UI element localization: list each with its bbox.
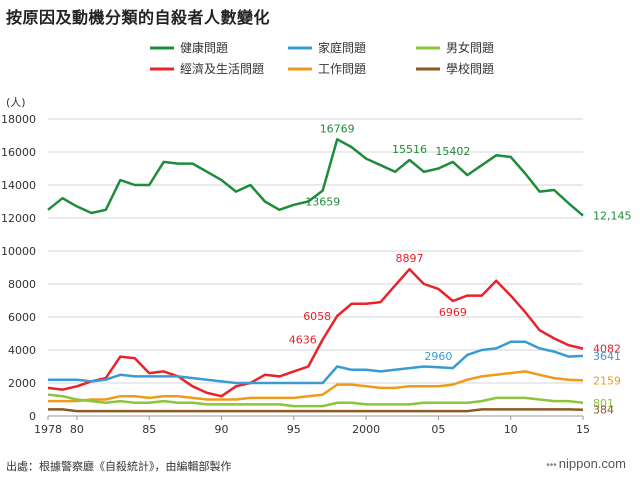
brand-dots-icon: ••• <box>546 460 557 471</box>
legend-label: 家庭問題 <box>318 40 366 55</box>
legend-label: 經濟及生活問題 <box>180 61 264 76</box>
source-note: 出處：根據警察廳《自殺統計》，由編輯部製作 <box>6 460 232 473</box>
data-label: 2960 <box>424 350 452 363</box>
brand-name: nippon.com <box>558 456 626 471</box>
data-label: 3641 <box>593 350 621 363</box>
x-tick-label: 85 <box>142 423 156 436</box>
y-tick-label: 2000 <box>8 377 36 390</box>
data-label: 6058 <box>303 310 331 323</box>
x-tick-label: 2000 <box>352 423 380 436</box>
data-label: 4636 <box>289 334 317 347</box>
legend-label: 男女問題 <box>446 40 494 55</box>
y-tick-label: 6000 <box>8 311 36 324</box>
series-line <box>48 408 584 413</box>
x-tick-label: 10 <box>504 423 518 436</box>
data-label: 12,145 <box>593 210 632 223</box>
y-tick-label: 14000 <box>1 179 36 192</box>
x-tick-label: 15 <box>576 423 590 436</box>
data-label: 384 <box>593 404 614 417</box>
y-tick-label: 16000 <box>1 146 36 159</box>
series-line <box>47 138 584 217</box>
data-label: 15402 <box>435 145 470 158</box>
data-label: 15516 <box>392 143 427 156</box>
brand-logo[interactable]: ••• nippon.com <box>546 456 626 471</box>
data-label: 16769 <box>320 122 355 135</box>
series-line <box>47 393 584 408</box>
series-line <box>48 370 584 403</box>
data-label: 13659 <box>305 196 340 209</box>
legend-label: 工作問題 <box>318 62 366 76</box>
y-tick-label: 4000 <box>8 344 36 357</box>
x-tick-label: 1978 <box>34 423 62 436</box>
y-tick-label: 12000 <box>1 212 36 225</box>
series-line <box>47 267 584 398</box>
data-label: 6969 <box>439 306 467 319</box>
legend-label: 健康問題 <box>180 40 228 55</box>
x-tick-label: 80 <box>70 423 84 436</box>
y-tick-label: 0 <box>29 410 36 423</box>
y-tick-label: 18000 <box>1 113 36 126</box>
x-tick-label: 05 <box>431 423 445 436</box>
data-label: 801 <box>593 397 614 410</box>
series-line <box>48 340 584 385</box>
y-axis-label: (人) <box>6 96 26 109</box>
data-label: 2159 <box>593 374 621 387</box>
legend-label: 學校問題 <box>446 61 494 76</box>
y-tick-label: 8000 <box>8 278 36 291</box>
x-tick-label: 90 <box>215 423 229 436</box>
data-label: 8897 <box>395 252 423 265</box>
y-tick-label: 10000 <box>1 245 36 258</box>
data-label: 4082 <box>593 343 621 356</box>
chart-title: 按原因及動機分類的自殺者人數變化 <box>6 8 271 27</box>
x-tick-label: 95 <box>287 423 301 436</box>
